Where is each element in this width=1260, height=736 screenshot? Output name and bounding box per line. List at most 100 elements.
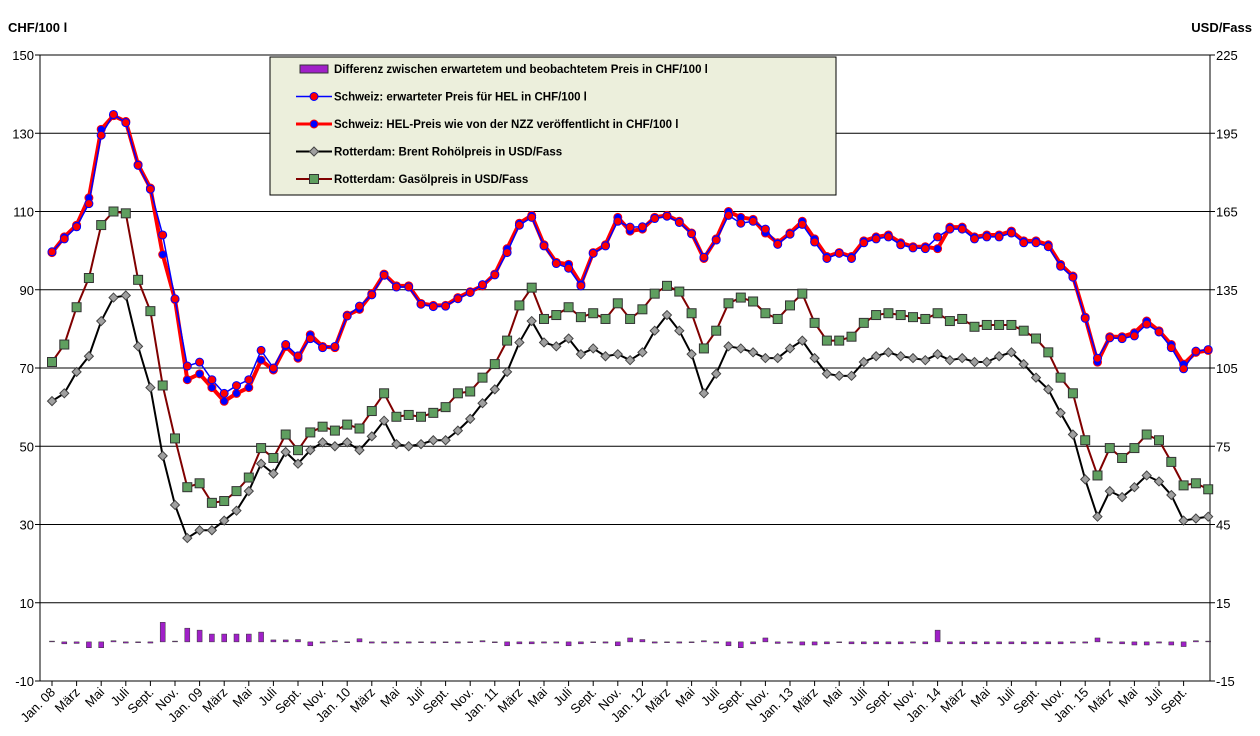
legend-item: Rotterdam: Gasölpreis in USD/Fass — [296, 174, 528, 186]
line-marker — [231, 486, 242, 497]
line-marker — [170, 294, 180, 304]
line-marker — [1166, 456, 1177, 467]
line-marker — [182, 361, 192, 371]
line-marker — [1117, 334, 1127, 344]
line-marker — [243, 472, 254, 483]
line-marker — [1093, 353, 1102, 363]
line-marker — [157, 380, 168, 391]
line-marker — [724, 210, 733, 220]
x-tick-label: Sept. — [1010, 685, 1042, 717]
line-marker — [747, 347, 759, 358]
line-marker — [932, 308, 943, 319]
line-marker — [354, 444, 365, 456]
line-marker — [1018, 358, 1029, 370]
legend-label: Rotterdam: Brent Rohölpreis in USD/Fass — [334, 147, 562, 159]
line-marker — [637, 222, 647, 232]
line-marker — [305, 334, 315, 344]
line-marker — [464, 413, 476, 425]
line-marker — [231, 505, 242, 516]
bar — [787, 641, 793, 644]
line-marker — [858, 356, 870, 368]
line-marker — [711, 235, 721, 245]
line-marker — [1030, 372, 1042, 383]
bar — [418, 641, 424, 643]
bar — [824, 641, 830, 645]
line-marker — [329, 425, 340, 436]
line-marker — [502, 335, 513, 346]
line-marker — [1190, 513, 1202, 524]
bar — [1168, 641, 1175, 646]
line-marker — [1202, 511, 1214, 522]
line-marker — [490, 270, 500, 280]
y-tick-label: 110 — [13, 205, 34, 220]
line-marker — [735, 343, 747, 354]
bar — [159, 622, 166, 643]
line-marker — [1006, 347, 1017, 358]
line-marker — [342, 311, 352, 321]
bar — [971, 641, 978, 645]
line-marker — [1018, 325, 1029, 336]
line-marker — [120, 290, 132, 301]
line-marker — [723, 298, 734, 309]
line-marker — [1142, 319, 1152, 329]
line-marker — [309, 119, 319, 129]
line-marker — [1203, 484, 1214, 495]
line-marker — [1006, 228, 1016, 238]
line-marker — [1105, 333, 1115, 343]
line-marker — [194, 478, 205, 489]
line-marker — [809, 352, 820, 364]
line-marker — [1055, 407, 1066, 419]
line-marker — [674, 217, 684, 227]
line-marker — [625, 313, 636, 324]
line-marker — [145, 184, 155, 194]
line-marker — [870, 351, 882, 362]
line-marker — [809, 317, 820, 328]
line-marker — [970, 234, 979, 244]
line-marker — [96, 130, 106, 140]
bar — [393, 641, 400, 644]
x-tick-label: Mai — [82, 684, 107, 709]
bar — [1143, 641, 1150, 646]
line-marker — [686, 308, 697, 319]
line-marker — [1031, 333, 1041, 344]
bar — [615, 641, 621, 647]
line-marker — [735, 292, 746, 303]
line-marker — [1056, 261, 1066, 271]
line-marker — [366, 431, 378, 442]
line-marker — [489, 384, 501, 395]
line-marker — [219, 496, 230, 507]
line-marker — [1166, 489, 1177, 501]
line-marker — [465, 386, 476, 397]
line-marker — [207, 383, 217, 393]
bar — [848, 641, 855, 645]
line-marker — [71, 366, 82, 378]
line-marker — [575, 312, 586, 323]
bar — [1082, 641, 1088, 644]
line-marker — [908, 312, 918, 323]
bar — [578, 641, 584, 645]
bar — [1070, 641, 1076, 644]
line-marker — [367, 290, 377, 300]
line-marker — [1104, 443, 1115, 454]
line-marker — [711, 325, 722, 336]
line-marker — [907, 352, 919, 364]
bar — [492, 641, 498, 643]
line-marker — [1031, 238, 1041, 248]
y2-tick-label: 135 — [1216, 283, 1238, 298]
line-marker — [219, 388, 229, 398]
line-marker — [182, 375, 192, 385]
y2-axis-title: USD/Fass — [1191, 20, 1252, 35]
line-marker — [933, 244, 943, 254]
bar — [861, 641, 867, 645]
line-marker — [846, 331, 857, 342]
line-marker — [957, 313, 968, 324]
line-marker — [908, 243, 918, 253]
line-marker — [772, 352, 783, 364]
line-marker — [588, 248, 598, 258]
legend-item: Rotterdam: Brent Rohölpreis in USD/Fass — [296, 146, 562, 159]
line-marker — [318, 343, 328, 353]
y2-tick-label: 15 — [1216, 596, 1230, 611]
line-marker — [1104, 485, 1116, 497]
